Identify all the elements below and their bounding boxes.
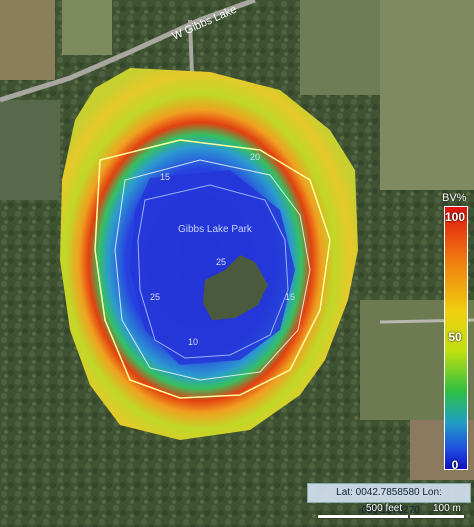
- contour-mid: [114, 159, 311, 381]
- scale-meters-bar: [410, 515, 464, 518]
- scale-meters-label: 100 m: [433, 503, 461, 514]
- color-legend: BV% 100 50 0: [440, 192, 470, 478]
- scale-bar: 500 feet 100 m: [318, 503, 468, 525]
- legend-gradient-bar: [444, 206, 468, 470]
- legend-title: BV%: [442, 192, 467, 204]
- contour-outer: [94, 139, 331, 399]
- contour-label: 15: [160, 172, 170, 182]
- contour-label: 10: [188, 337, 198, 347]
- park-label: Gibbs Lake Park: [178, 224, 253, 235]
- field-top: [62, 0, 112, 55]
- contour-label: 15: [285, 292, 295, 302]
- field-topleft: [0, 0, 55, 80]
- island: [203, 255, 268, 320]
- scale-feet-label: 500 feet: [366, 503, 403, 514]
- scale-feet-bar: [318, 515, 408, 518]
- legend-tick-mid: 50: [448, 330, 462, 344]
- field-left: [0, 100, 60, 200]
- contour-inner: [137, 184, 289, 359]
- contour-label: 20: [250, 152, 260, 162]
- contour-label: 25: [150, 292, 160, 302]
- field-right: [380, 0, 474, 190]
- deep-water: [130, 170, 295, 365]
- road: [0, 0, 256, 103]
- legend-tick-min: 0: [451, 458, 459, 472]
- coordinate-readout: Lat: 0042.7858580 Lon: -089.1870270: [307, 483, 471, 516]
- legend-tick-max: 100: [444, 210, 466, 224]
- contour-label: 25: [216, 257, 226, 267]
- park-drive: [188, 19, 194, 76]
